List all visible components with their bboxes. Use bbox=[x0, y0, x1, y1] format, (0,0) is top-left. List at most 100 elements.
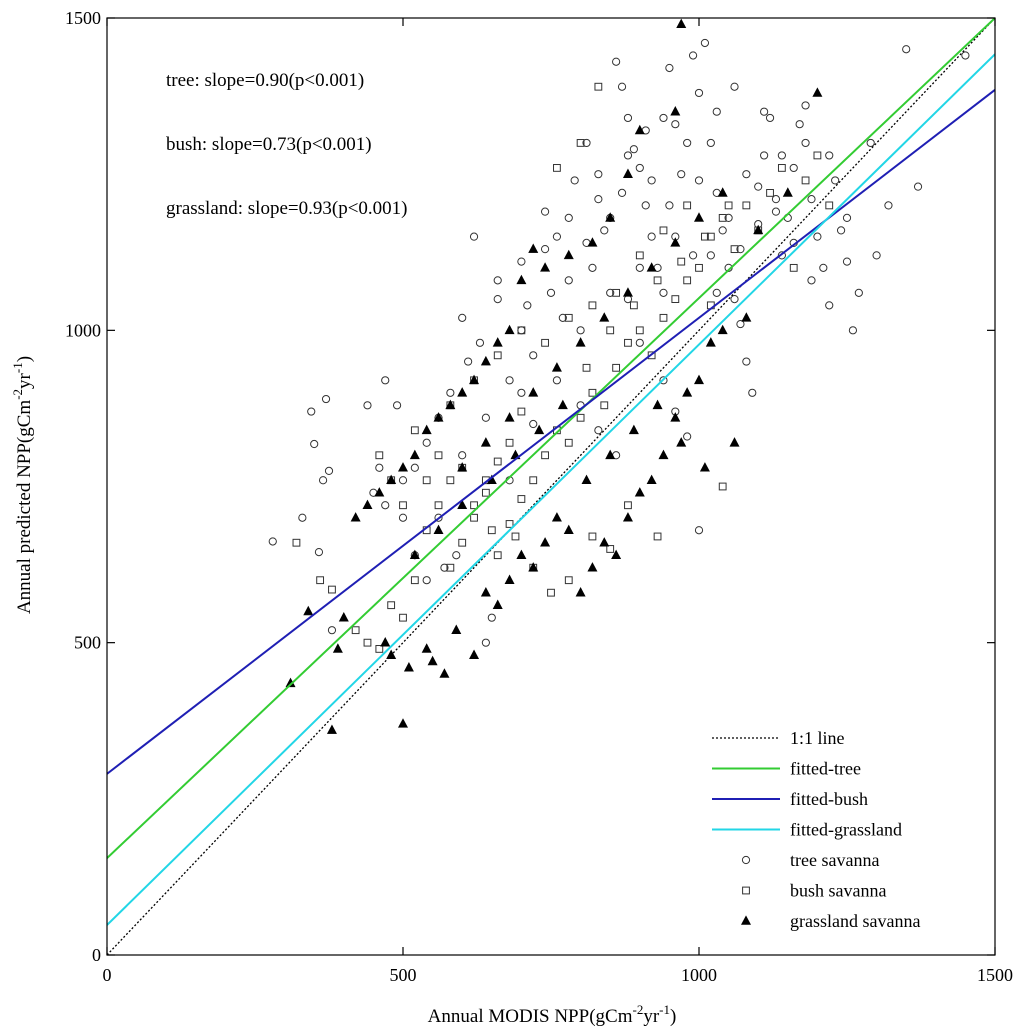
data-point bbox=[653, 276, 662, 285]
data-point bbox=[505, 438, 514, 447]
data-point bbox=[766, 189, 774, 197]
data-point bbox=[670, 412, 681, 422]
data-point bbox=[445, 399, 456, 410]
data-point bbox=[641, 201, 650, 210]
data-point bbox=[730, 295, 739, 304]
data-point bbox=[594, 82, 603, 91]
data-point bbox=[422, 576, 431, 585]
data-point bbox=[736, 245, 745, 254]
data-point bbox=[552, 376, 562, 385]
data-point bbox=[588, 263, 597, 272]
data-point bbox=[517, 407, 526, 416]
data-point bbox=[493, 351, 502, 360]
data-point bbox=[481, 488, 490, 497]
data-point bbox=[410, 576, 419, 585]
data-point bbox=[611, 549, 622, 560]
data-point bbox=[801, 176, 810, 185]
data-point bbox=[511, 532, 520, 541]
data-point bbox=[712, 107, 721, 116]
data-point bbox=[564, 576, 573, 585]
data-point bbox=[594, 426, 603, 435]
data-point bbox=[599, 537, 610, 547]
line-fitted-tree bbox=[107, 18, 995, 859]
data-point bbox=[683, 201, 692, 210]
data-point bbox=[351, 626, 360, 635]
data-point bbox=[753, 224, 764, 235]
data-point bbox=[316, 576, 325, 585]
data-point bbox=[409, 449, 420, 460]
data-point bbox=[350, 512, 361, 522]
data-layer bbox=[268, 18, 970, 734]
data-point bbox=[564, 213, 573, 222]
data-point bbox=[582, 363, 591, 372]
data-point bbox=[612, 57, 621, 66]
data-point bbox=[647, 232, 656, 241]
data-point bbox=[605, 212, 616, 222]
data-point bbox=[694, 88, 704, 98]
data-point bbox=[777, 151, 786, 160]
x-tick-label: 1000 bbox=[681, 965, 717, 985]
data-point bbox=[493, 551, 502, 560]
data-point bbox=[570, 176, 579, 185]
data-point bbox=[374, 487, 385, 497]
data-point bbox=[854, 288, 863, 297]
data-point bbox=[422, 476, 431, 485]
data-point bbox=[605, 449, 616, 460]
data-point bbox=[748, 388, 757, 397]
data-point bbox=[777, 251, 786, 260]
data-point bbox=[777, 164, 786, 172]
data-point bbox=[671, 295, 680, 304]
data-point bbox=[516, 549, 527, 560]
data-point bbox=[634, 124, 645, 135]
data-point bbox=[635, 263, 644, 272]
data-point bbox=[523, 301, 532, 310]
data-point bbox=[742, 170, 751, 179]
data-point bbox=[754, 182, 763, 191]
data-point bbox=[706, 251, 715, 260]
data-point bbox=[628, 424, 639, 435]
ticks-layer: 0 500 1000 1500 0 500 1000 1500 bbox=[65, 8, 1013, 985]
data-point bbox=[528, 243, 539, 253]
data-point bbox=[475, 338, 485, 347]
data-point bbox=[617, 188, 627, 198]
series-grassland-savanna bbox=[285, 18, 823, 734]
data-point bbox=[541, 338, 549, 347]
series-bush-savanna bbox=[292, 82, 834, 653]
data-point bbox=[458, 538, 467, 547]
data-point bbox=[659, 113, 668, 123]
data-point bbox=[581, 474, 592, 485]
data-point bbox=[375, 645, 384, 653]
data-point bbox=[718, 226, 727, 235]
data-point bbox=[612, 288, 621, 297]
data-point bbox=[665, 63, 674, 73]
data-point bbox=[736, 319, 745, 329]
data-point bbox=[563, 524, 574, 535]
data-point bbox=[540, 262, 551, 272]
data-point bbox=[884, 201, 893, 210]
data-point bbox=[493, 457, 502, 466]
line-fitted-bush bbox=[107, 89, 995, 775]
legend-label: fitted-bush bbox=[790, 789, 868, 809]
data-point bbox=[517, 326, 526, 335]
x-axis-title: Annual MODIS NPP(gCm-2yr-1) bbox=[428, 1002, 677, 1027]
data-point bbox=[421, 643, 432, 653]
data-point bbox=[741, 312, 752, 322]
data-point bbox=[659, 313, 668, 322]
data-point bbox=[421, 424, 432, 435]
annotation-tree-slope: tree: slope=0.90(p<0.001) bbox=[166, 70, 364, 91]
legend-label: fitted-grassland bbox=[790, 820, 902, 840]
line-fitted-grassland bbox=[107, 53, 995, 926]
data-point bbox=[517, 495, 526, 503]
data-point bbox=[328, 585, 336, 594]
data-point bbox=[529, 351, 538, 360]
data-point bbox=[298, 513, 307, 522]
data-point bbox=[446, 388, 455, 397]
data-point bbox=[517, 257, 526, 266]
data-point bbox=[546, 288, 556, 297]
data-point bbox=[268, 537, 277, 546]
data-point bbox=[705, 337, 716, 347]
data-point bbox=[712, 288, 721, 297]
data-point bbox=[599, 312, 610, 322]
data-point bbox=[600, 401, 609, 410]
data-point bbox=[381, 501, 390, 510]
